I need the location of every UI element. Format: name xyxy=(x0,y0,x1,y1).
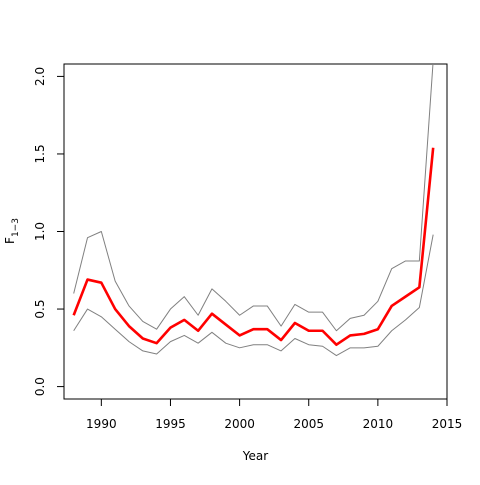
x-axis-label: Year xyxy=(242,449,268,463)
y-tick-label: 1.0 xyxy=(33,222,47,241)
x-tick-label: 1995 xyxy=(155,417,186,431)
y-tick-label: 1.5 xyxy=(33,144,47,163)
y-tick-label: 0.5 xyxy=(33,299,47,318)
x-tick-label: 2005 xyxy=(293,417,324,431)
series-line-lower xyxy=(73,234,434,357)
plot-frame xyxy=(63,63,448,400)
x-tick-label: 1990 xyxy=(86,417,117,431)
y-axis: 0.0 0.5 1.0 1.5 2.0 xyxy=(33,67,65,396)
y-axis-label-subscript: 1−3 xyxy=(11,218,21,237)
x-tick-label: 2000 xyxy=(224,417,255,431)
series-line-upper xyxy=(73,64,434,332)
series-line-estimate xyxy=(72,147,435,347)
y-tick-label: 2.0 xyxy=(33,67,47,86)
y-axis-label-base: F xyxy=(3,237,17,244)
svg-text:F1−3: F1−3 xyxy=(3,218,21,244)
x-axis: 1990 1995 2000 2005 2010 2015 xyxy=(86,398,463,431)
y-axis-label: F1−3 xyxy=(3,218,21,244)
series-layer xyxy=(72,64,435,357)
x-tick-label: 2015 xyxy=(432,417,463,431)
y-tick-label: 0.0 xyxy=(33,377,47,396)
x-tick-label: 2010 xyxy=(363,417,394,431)
